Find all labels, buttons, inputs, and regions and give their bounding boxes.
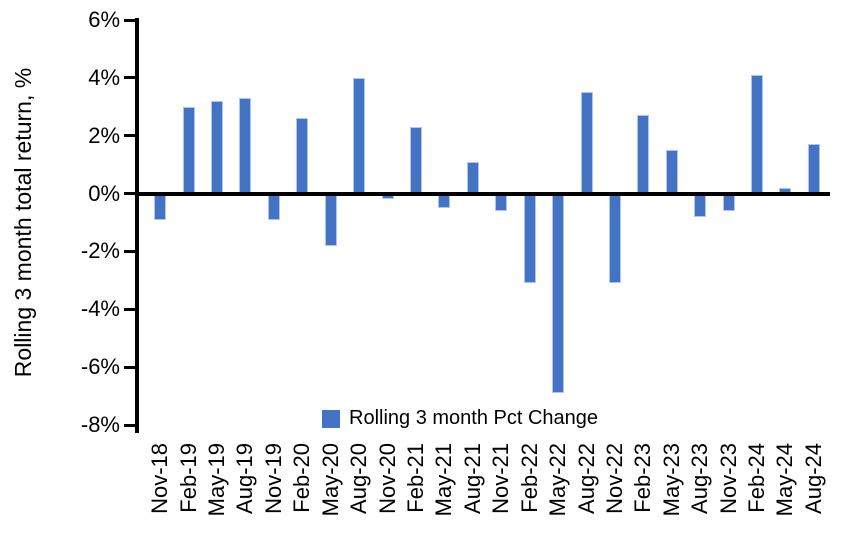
bar	[182, 106, 195, 194]
x-axis-label: Aug-22	[573, 443, 599, 514]
y-axis-title: Rolling 3 month total return, %	[10, 67, 36, 378]
y-axis-tick-mark	[124, 18, 136, 22]
x-axis-label: Aug-24	[800, 443, 826, 514]
x-axis-label: Nov-22	[601, 443, 627, 514]
x-axis-label: May-19	[204, 443, 230, 517]
y-axis-tick-label: -4%	[80, 296, 120, 322]
y-axis-tick-mark	[124, 134, 136, 138]
y-axis-tick-label: -2%	[80, 238, 120, 264]
x-axis-label: Aug-19	[232, 443, 258, 514]
bar	[154, 193, 167, 220]
x-axis-label: May-23	[658, 443, 684, 517]
legend-swatch	[322, 409, 340, 428]
x-axis-label: Feb-21	[402, 443, 428, 513]
bar	[296, 118, 309, 194]
bar	[580, 92, 593, 194]
x-axis-label: Feb-22	[516, 443, 542, 513]
y-axis-tick-label: -8%	[80, 412, 120, 437]
bar	[267, 193, 280, 220]
y-axis-tick-label: -6%	[80, 354, 120, 380]
legend: Rolling 3 month Pct Change	[322, 407, 598, 430]
x-axis-label: Feb-20	[289, 443, 315, 513]
x-axis-label: Nov-18	[147, 443, 173, 514]
x-axis-label: Nov-19	[260, 443, 286, 514]
x-axis-label: Nov-20	[374, 443, 400, 514]
bar	[466, 161, 479, 194]
x-axis-label: Feb-24	[744, 443, 770, 513]
y-axis-tick-mark	[124, 423, 136, 427]
x-axis-label: May-24	[772, 443, 798, 517]
bar	[694, 193, 707, 217]
y-axis-tick-label: 4%	[88, 64, 120, 90]
bar	[722, 193, 735, 211]
y-axis-tick-mark	[124, 249, 136, 253]
bar	[239, 98, 252, 194]
bar	[637, 115, 650, 194]
x-axis-label: Aug-20	[346, 443, 372, 514]
x-axis-label: May-20	[317, 443, 343, 517]
bar	[409, 127, 422, 194]
bar	[608, 193, 621, 284]
bar	[324, 193, 337, 246]
y-axis-tick-mark	[124, 76, 136, 80]
legend-label: Rolling 3 month Pct Change	[349, 407, 599, 429]
x-axis-label: May-21	[431, 443, 457, 517]
y-axis-tick-label: 0%	[88, 180, 120, 206]
bar	[523, 193, 536, 284]
bar	[211, 101, 224, 194]
y-axis-line	[135, 18, 139, 433]
x-axis-label: May-22	[545, 443, 571, 517]
x-axis-label: Nov-23	[715, 443, 741, 514]
x-axis-label: Feb-19	[175, 443, 201, 513]
y-axis-tick-label: 2%	[88, 122, 120, 148]
x-axis-label: Feb-23	[630, 443, 656, 513]
x-axis-label: Aug-23	[687, 443, 713, 514]
bar	[552, 193, 565, 394]
bar	[807, 144, 820, 194]
bar	[495, 193, 508, 211]
x-axis-label: Aug-21	[459, 443, 485, 514]
y-axis-tick-mark	[124, 307, 136, 311]
y-axis-tick-label: 6%	[88, 7, 120, 32]
bar	[665, 150, 678, 194]
bar	[751, 74, 764, 194]
x-axis-zero-line	[135, 191, 830, 196]
bar	[353, 77, 366, 194]
bar	[438, 193, 451, 209]
x-axis-label: Nov-21	[488, 443, 514, 514]
y-axis-tick-mark	[124, 365, 136, 369]
y-axis-tick-mark	[124, 192, 136, 196]
